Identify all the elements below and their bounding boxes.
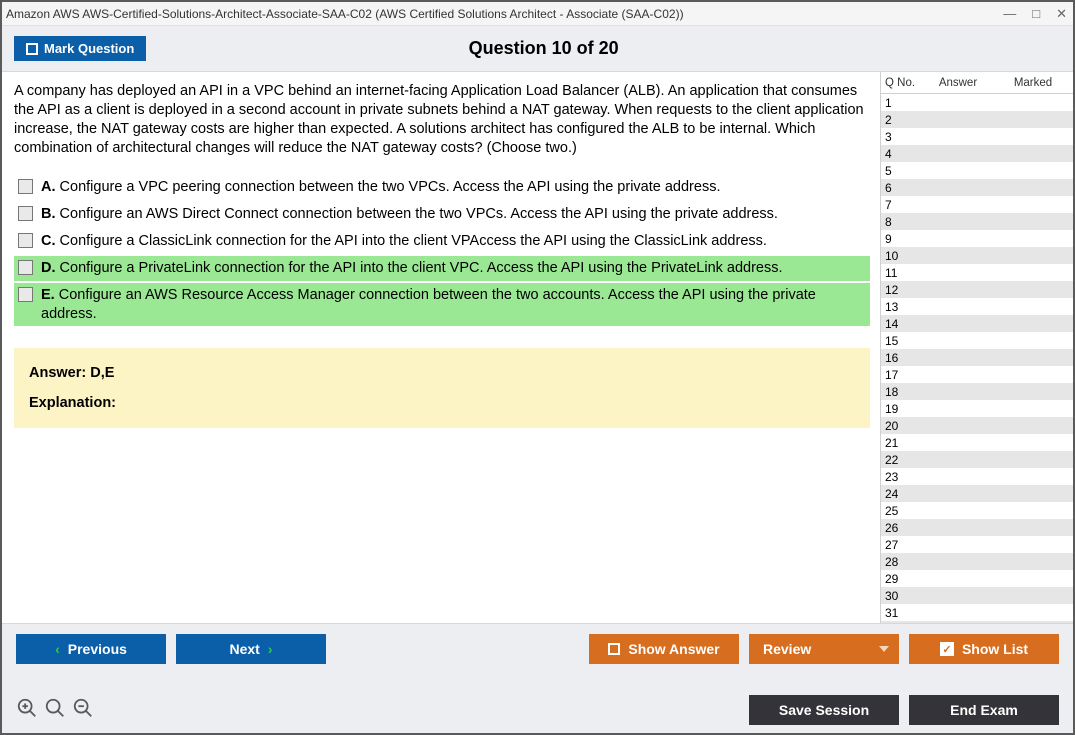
window-title: Amazon AWS AWS-Certified-Solutions-Archi… (6, 7, 684, 21)
close-icon[interactable]: ✕ (1056, 7, 1067, 20)
col-answer: Answer (923, 77, 993, 89)
window-titlebar: Amazon AWS AWS-Certified-Solutions-Archi… (2, 2, 1073, 26)
navigator-row[interactable]: 8 (881, 213, 1073, 230)
zoom-out-icon[interactable] (72, 697, 94, 723)
zoom-controls (16, 697, 94, 723)
option-text: C. Configure a ClassicLink connection fo… (41, 232, 767, 251)
navigator-row[interactable]: 1 (881, 94, 1073, 111)
zoom-in-icon[interactable] (16, 697, 38, 723)
question-counter: Question 10 of 20 (146, 38, 941, 59)
end-exam-label: End Exam (950, 702, 1018, 718)
show-list-button[interactable]: ✓ Show List (909, 634, 1059, 664)
navigator-row[interactable]: 24 (881, 485, 1073, 502)
navigator-row[interactable]: 28 (881, 553, 1073, 570)
navigator-row[interactable]: 13 (881, 298, 1073, 315)
navigator-row[interactable]: 6 (881, 179, 1073, 196)
answer-label: Answer: (29, 365, 86, 381)
maximize-icon[interactable]: □ (1032, 7, 1040, 20)
navigator-row[interactable]: 5 (881, 162, 1073, 179)
col-qno: Q No. (881, 77, 923, 89)
navigator-row[interactable]: 9 (881, 230, 1073, 247)
navigator-row[interactable]: 7 (881, 196, 1073, 213)
end-exam-button[interactable]: End Exam (909, 695, 1059, 725)
navigator-list[interactable]: 1234567891011121314151617181920212223242… (881, 94, 1073, 623)
option-checkbox[interactable] (18, 287, 33, 302)
zoom-icon[interactable] (44, 697, 66, 723)
show-answer-label: Show Answer (628, 641, 719, 657)
navigator-row[interactable]: 32 (881, 621, 1073, 623)
option-text: E. Configure an AWS Resource Access Mana… (41, 286, 866, 324)
next-button[interactable]: Next › (176, 634, 326, 664)
navigator-row[interactable]: 20 (881, 417, 1073, 434)
square-icon (608, 643, 620, 655)
explanation-label: Explanation: (29, 395, 855, 411)
navigator-row[interactable]: 12 (881, 281, 1073, 298)
navigator-row[interactable]: 25 (881, 502, 1073, 519)
navigator-row[interactable]: 30 (881, 587, 1073, 604)
options-list: A. Configure a VPC peering connection be… (14, 175, 870, 326)
navigator-row[interactable]: 19 (881, 400, 1073, 417)
navigator-header: Q No. Answer Marked (881, 72, 1073, 94)
next-label: Next (229, 641, 259, 657)
option-row[interactable]: E. Configure an AWS Resource Access Mana… (14, 283, 870, 327)
show-list-label: Show List (962, 641, 1028, 657)
question-navigator: Q No. Answer Marked 12345678910111213141… (880, 72, 1073, 623)
show-answer-button[interactable]: Show Answer (589, 634, 739, 664)
previous-button[interactable]: ‹ Previous (16, 634, 166, 664)
question-text: A company has deployed an API in a VPC b… (14, 82, 870, 157)
navigator-row[interactable]: 29 (881, 570, 1073, 587)
option-checkbox[interactable] (18, 233, 33, 248)
option-row[interactable]: C. Configure a ClassicLink connection fo… (14, 229, 870, 254)
checkbox-icon (26, 43, 38, 55)
navigator-row[interactable]: 21 (881, 434, 1073, 451)
footer-buttons-top: ‹ Previous Next › Show Answer Review ✓ S… (16, 634, 1059, 664)
mark-question-label: Mark Question (44, 41, 134, 56)
previous-label: Previous (68, 641, 127, 657)
option-checkbox[interactable] (18, 179, 33, 194)
main-content: A company has deployed an API in a VPC b… (2, 72, 880, 623)
option-row[interactable]: B. Configure an AWS Direct Connect conne… (14, 202, 870, 227)
option-checkbox[interactable] (18, 260, 33, 275)
review-button[interactable]: Review (749, 634, 899, 664)
navigator-row[interactable]: 18 (881, 383, 1073, 400)
check-icon: ✓ (940, 642, 954, 656)
option-text: D. Configure a PrivateLink connection fo… (41, 259, 783, 278)
navigator-row[interactable]: 15 (881, 332, 1073, 349)
navigator-row[interactable]: 31 (881, 604, 1073, 621)
option-text: B. Configure an AWS Direct Connect conne… (41, 205, 778, 224)
save-session-button[interactable]: Save Session (749, 695, 899, 725)
answer-panel: Answer: D,E Explanation: (14, 348, 870, 428)
minimize-icon[interactable]: — (1003, 7, 1016, 20)
navigator-row[interactable]: 4 (881, 145, 1073, 162)
chevron-left-icon: ‹ (55, 641, 60, 657)
header: Mark Question Question 10 of 20 (2, 26, 1073, 72)
navigator-row[interactable]: 14 (881, 315, 1073, 332)
navigator-row[interactable]: 23 (881, 468, 1073, 485)
option-row[interactable]: D. Configure a PrivateLink connection fo… (14, 256, 870, 281)
option-text: A. Configure a VPC peering connection be… (41, 178, 720, 197)
navigator-row[interactable]: 10 (881, 247, 1073, 264)
navigator-row[interactable]: 17 (881, 366, 1073, 383)
navigator-row[interactable]: 22 (881, 451, 1073, 468)
body: A company has deployed an API in a VPC b… (2, 72, 1073, 623)
navigator-row[interactable]: 26 (881, 519, 1073, 536)
answer-value: D,E (90, 365, 114, 381)
navigator-row[interactable]: 16 (881, 349, 1073, 366)
footer-lower: Save Session End Exam (16, 695, 1059, 725)
navigator-row[interactable]: 11 (881, 264, 1073, 281)
save-session-label: Save Session (779, 702, 869, 718)
review-label: Review (763, 641, 811, 657)
chevron-right-icon: › (268, 641, 273, 657)
col-marked: Marked (993, 77, 1073, 89)
footer: ‹ Previous Next › Show Answer Review ✓ S… (2, 623, 1073, 733)
navigator-row[interactable]: 2 (881, 111, 1073, 128)
navigator-row[interactable]: 27 (881, 536, 1073, 553)
option-checkbox[interactable] (18, 206, 33, 221)
option-row[interactable]: A. Configure a VPC peering connection be… (14, 175, 870, 200)
navigator-row[interactable]: 3 (881, 128, 1073, 145)
window-controls: — □ ✕ (1003, 7, 1067, 20)
chevron-down-icon (879, 646, 889, 652)
mark-question-button[interactable]: Mark Question (14, 36, 146, 61)
answer-line: Answer: D,E (29, 365, 855, 381)
